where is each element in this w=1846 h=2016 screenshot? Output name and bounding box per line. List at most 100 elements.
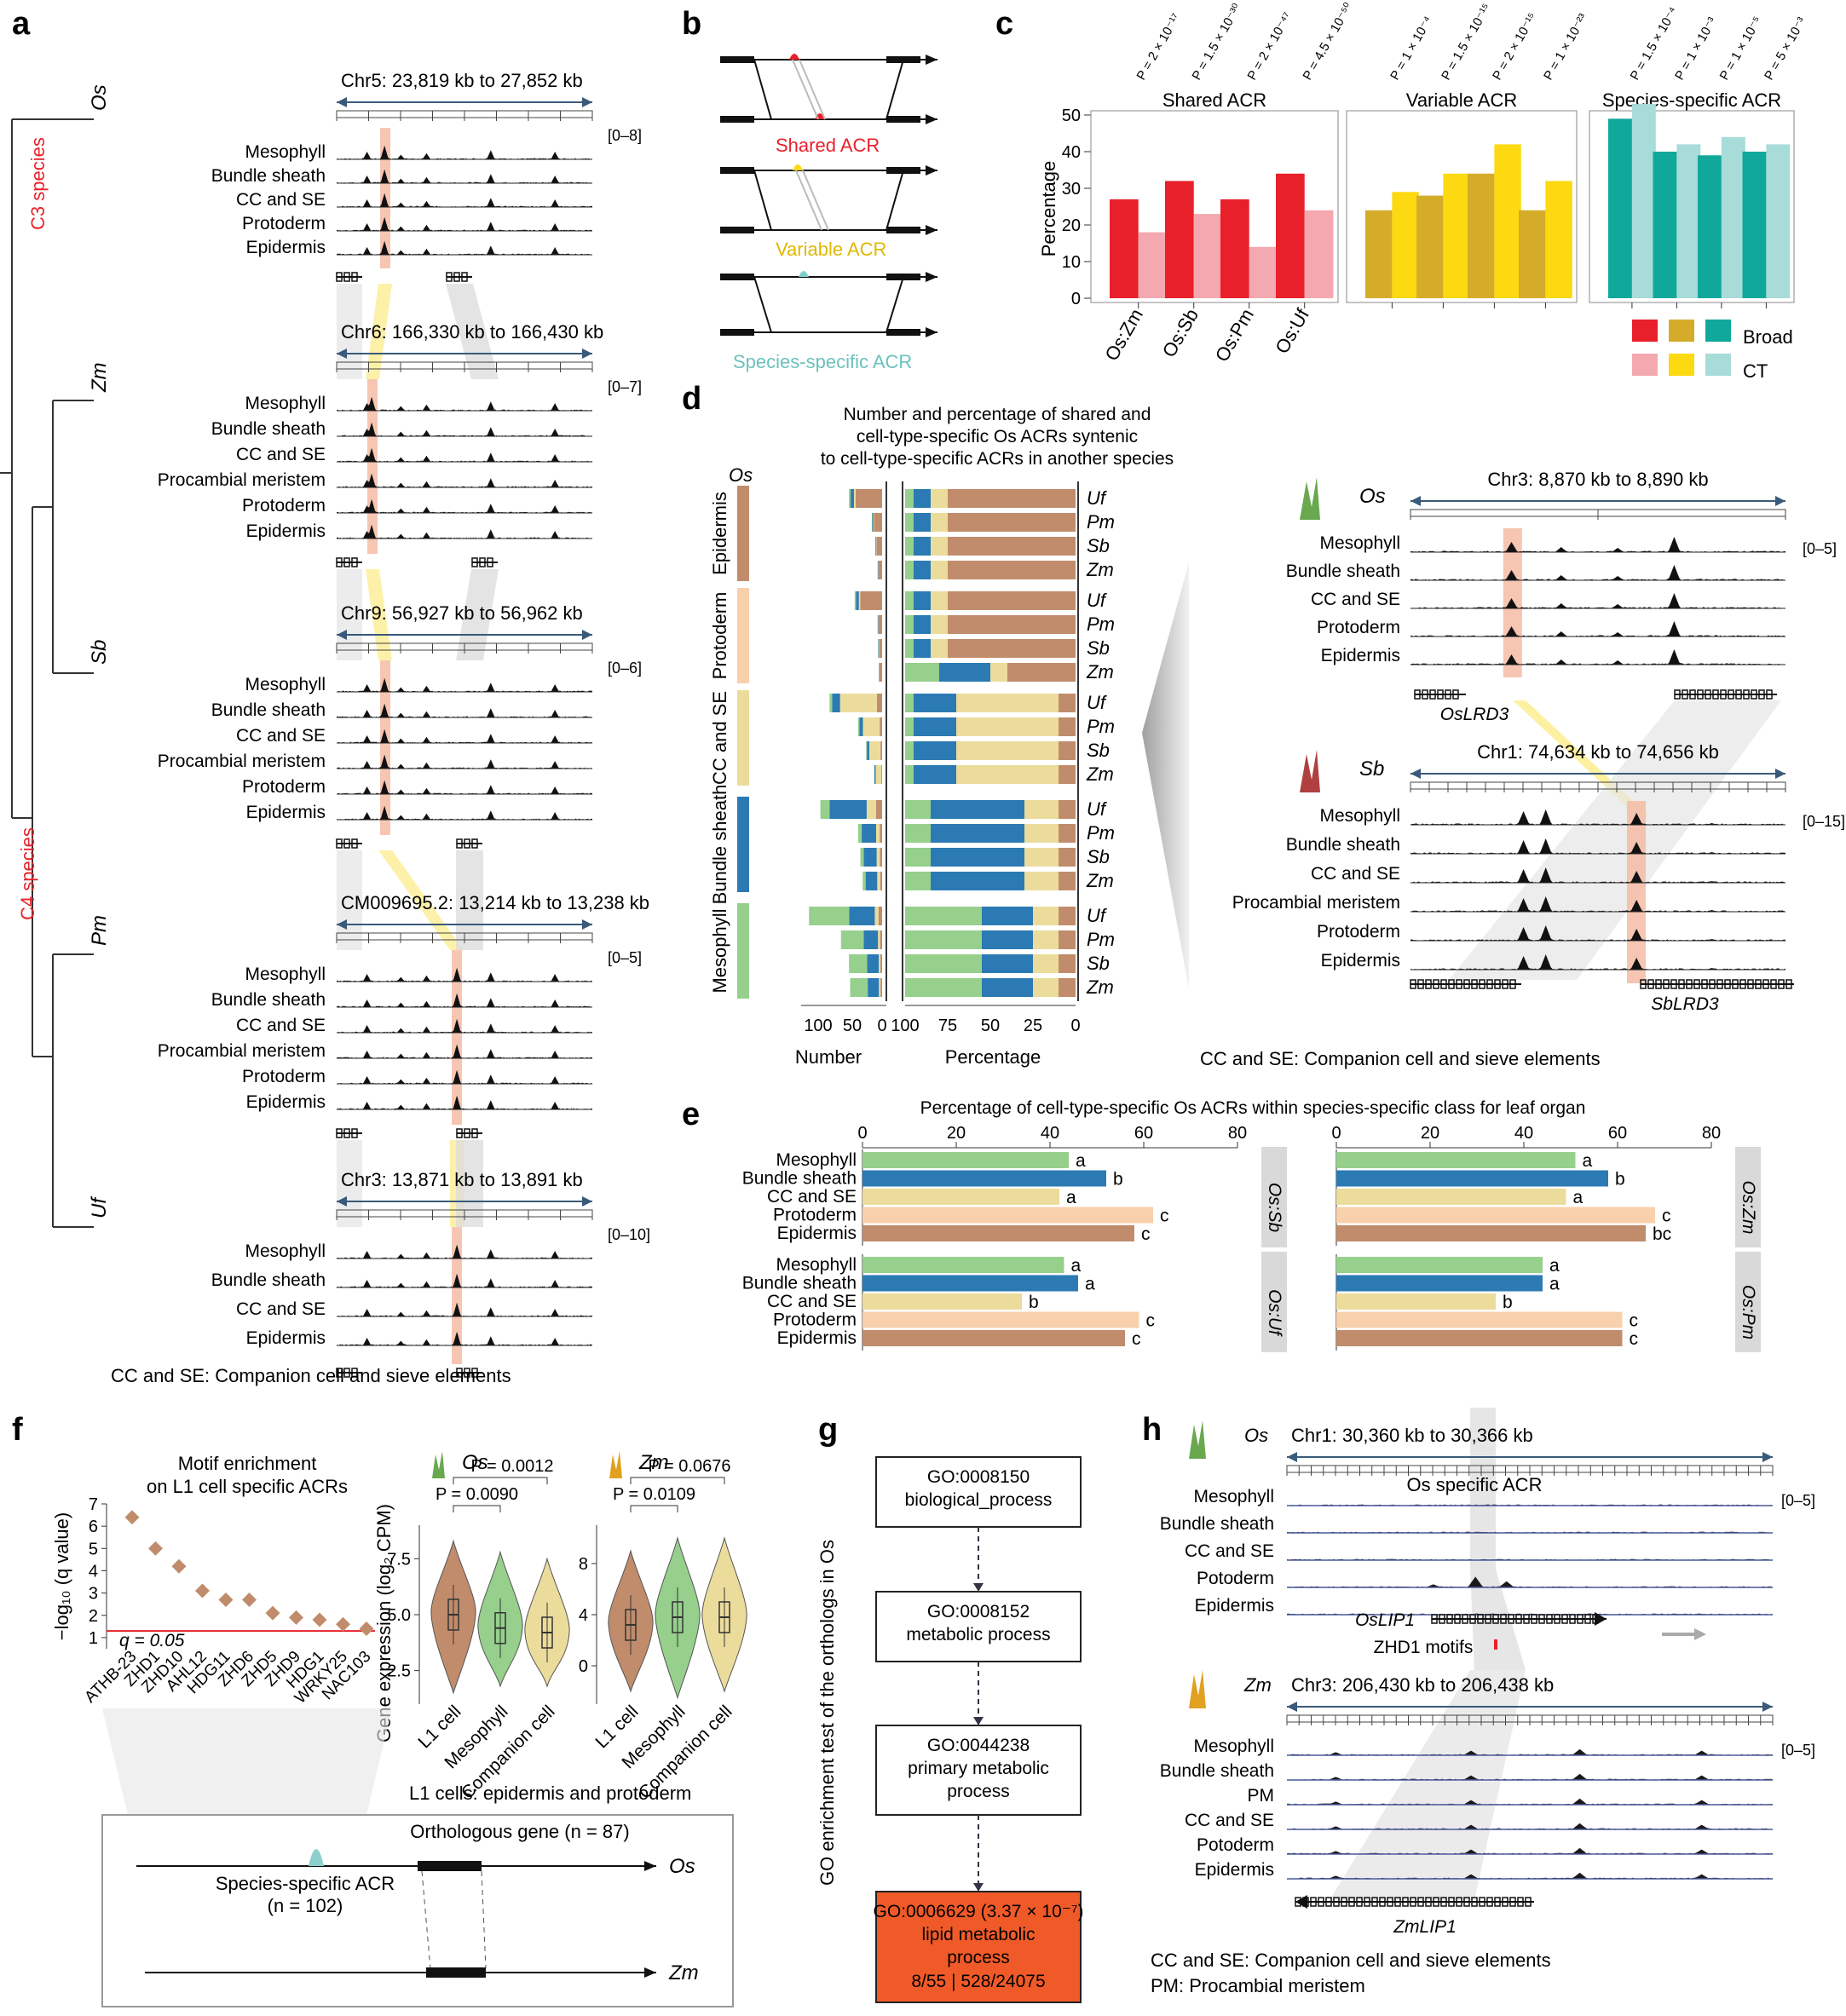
d-percentage-bar [1024, 824, 1059, 843]
h-scale: [0–5] [1781, 1742, 1815, 1759]
footnote-a: CC and SE: Companion cell and sieve elem… [111, 1365, 511, 1386]
accessibility-track [337, 805, 592, 820]
d-gene-sb-b-exon [1762, 979, 1769, 989]
track-ruler-0-arrowhead-right [582, 97, 592, 107]
g-go-name: primary metabolic [908, 1759, 1049, 1778]
gene-model-a-exon [351, 1128, 358, 1138]
h-gene-os-exon [1485, 1614, 1491, 1624]
h-block-os: Os Chr1: 30,360 kb to 30,366 kb [0–5] Mesop… [1160, 1420, 1815, 1616]
acr-peak-shared-top [789, 54, 799, 60]
d-number-bar [858, 591, 861, 610]
h-gene-zm-exon [1425, 1897, 1432, 1907]
d-percentage-bar [948, 489, 1076, 508]
d-gene-sb-b-exon [1716, 979, 1723, 989]
f-motif-point [242, 1592, 257, 1607]
d-number-bar [849, 489, 851, 508]
track-block-2: Chr9: 56,927 kb to 56,962 kb [0–6] Mesophy… [158, 602, 642, 849]
h-gene-os-exon [1469, 1614, 1476, 1624]
track-row-label: Epidermis [246, 238, 326, 257]
accessibility-track [337, 1273, 592, 1287]
c-facet-title: Species-specific ACR [1602, 89, 1781, 111]
gene-model-b-exon [456, 1368, 463, 1378]
d-group-bar [737, 486, 749, 581]
c-bar-broad [1608, 118, 1632, 298]
track-row-label: Mesophyll [245, 142, 326, 162]
c-bar-ct [1676, 144, 1701, 298]
d-number-bar [832, 694, 840, 712]
e-xtick-label: 80 [1228, 1124, 1247, 1143]
d-gene-sb-b-exon [1663, 979, 1670, 989]
d-xlabel-number: Number [795, 1046, 862, 1068]
track-row-label: Bundle sheath [211, 700, 326, 720]
d-species-label: Pm [1087, 511, 1115, 533]
d-percentage-bar [931, 872, 1024, 890]
d-gene-os-b-exon [1697, 689, 1704, 700]
panel-c: Percentage 0 10 20 30 40 50 Shared ACR Os:Zm P = … [1038, 1, 1809, 382]
track-block-0: Chr5: 23,819 kb to 27,852 kb [0–8] Mesophy… [211, 70, 642, 282]
d-inset-region: Chr1: 74,634 kb to 74,656 kb [1477, 741, 1719, 763]
d-gene-label-os: OsLRD3 [1440, 705, 1509, 724]
d-number-bar [875, 824, 880, 843]
d-inset-track [1410, 593, 1785, 608]
h-row-label: Potoderm [1197, 1569, 1274, 1588]
d-percentage-bar [905, 824, 931, 843]
gene-model-a-exon [351, 557, 358, 567]
e-bar [862, 1225, 1134, 1241]
f-motif-point [195, 1583, 210, 1598]
h-row-label: PM [1248, 1786, 1275, 1806]
d-number-bar [872, 513, 874, 532]
d-number-bar [879, 978, 881, 997]
d-gene-os-a-exon [1414, 689, 1421, 700]
f-motif-point [265, 1605, 280, 1621]
track-row-label: Bundle sheath [211, 166, 326, 186]
track-row-label: Mesophyll [245, 394, 326, 413]
d-species-label: Sb [1087, 846, 1110, 867]
d-inset-ruler-arrowhead-right [1775, 496, 1785, 506]
panel-label-c: c [995, 6, 1013, 42]
d-number-bar [850, 978, 868, 997]
e-row-label: Mesophyll [776, 1255, 857, 1275]
e-significance-letter: a [1549, 1275, 1560, 1294]
d-number-bar [874, 907, 879, 925]
d-gene-sb-a-exon [1440, 979, 1447, 989]
e-xtick-label: 0 [1331, 1124, 1341, 1143]
d-inset-row-label: Protoderm [1317, 618, 1400, 637]
e-facet-strip [1735, 1147, 1761, 1247]
d-percentage-bar [905, 615, 914, 634]
e-facet-label: Os:Sb [1265, 1183, 1284, 1233]
d-gene-os-b-exon [1689, 689, 1696, 700]
h-species-icon [1189, 1670, 1206, 1708]
d-number-bar [857, 824, 862, 843]
h-gene-zm-exon [1318, 1897, 1324, 1907]
c-facet-frame [1090, 110, 1339, 303]
gene-model-a-exon [343, 272, 350, 282]
h-gene-zm-exon [1379, 1897, 1386, 1907]
gene-model-b-exon [471, 1368, 478, 1378]
d-inset-track [1410, 537, 1785, 552]
panel-label-f: f [12, 1412, 23, 1448]
e-row-label: Protoderm [773, 1206, 857, 1225]
d-gene-sb-b-exon [1739, 979, 1746, 989]
gene-model-a-exon [336, 557, 343, 567]
d-number-bar [867, 954, 880, 973]
d-inset-row-label: Epidermis [1321, 951, 1400, 971]
species-label-Zm: Zm [88, 362, 111, 393]
panel-g: GO enrichment test of the orthologs in O… [816, 1456, 1083, 2003]
d-percentage-bar [905, 954, 982, 973]
h-gene-os-label: OsLIP1 [1355, 1610, 1415, 1630]
species-label-Uf: Uf [88, 1196, 111, 1218]
h-gene-zm-exon [1479, 1897, 1485, 1907]
e-significance-letter: a [1085, 1275, 1095, 1294]
h-region: Chr3: 206,430 kb to 206,438 kb [1291, 1674, 1554, 1696]
gene-model-a-exon [336, 272, 343, 282]
h-gene-zm-exon [1440, 1897, 1447, 1907]
d-inset-track [1410, 621, 1785, 636]
e-facet-label: Os:Pm [1739, 1285, 1758, 1339]
track-row-label: CC and SE [236, 1016, 326, 1035]
d-percentage-bar [905, 591, 914, 610]
d-number-bar [857, 717, 860, 736]
e-significance-letter: a [1076, 1151, 1086, 1171]
h-gene-os-exon [1554, 1614, 1560, 1624]
e-row-label: Epidermis [777, 1328, 857, 1348]
d-percentage-bar [914, 639, 931, 658]
